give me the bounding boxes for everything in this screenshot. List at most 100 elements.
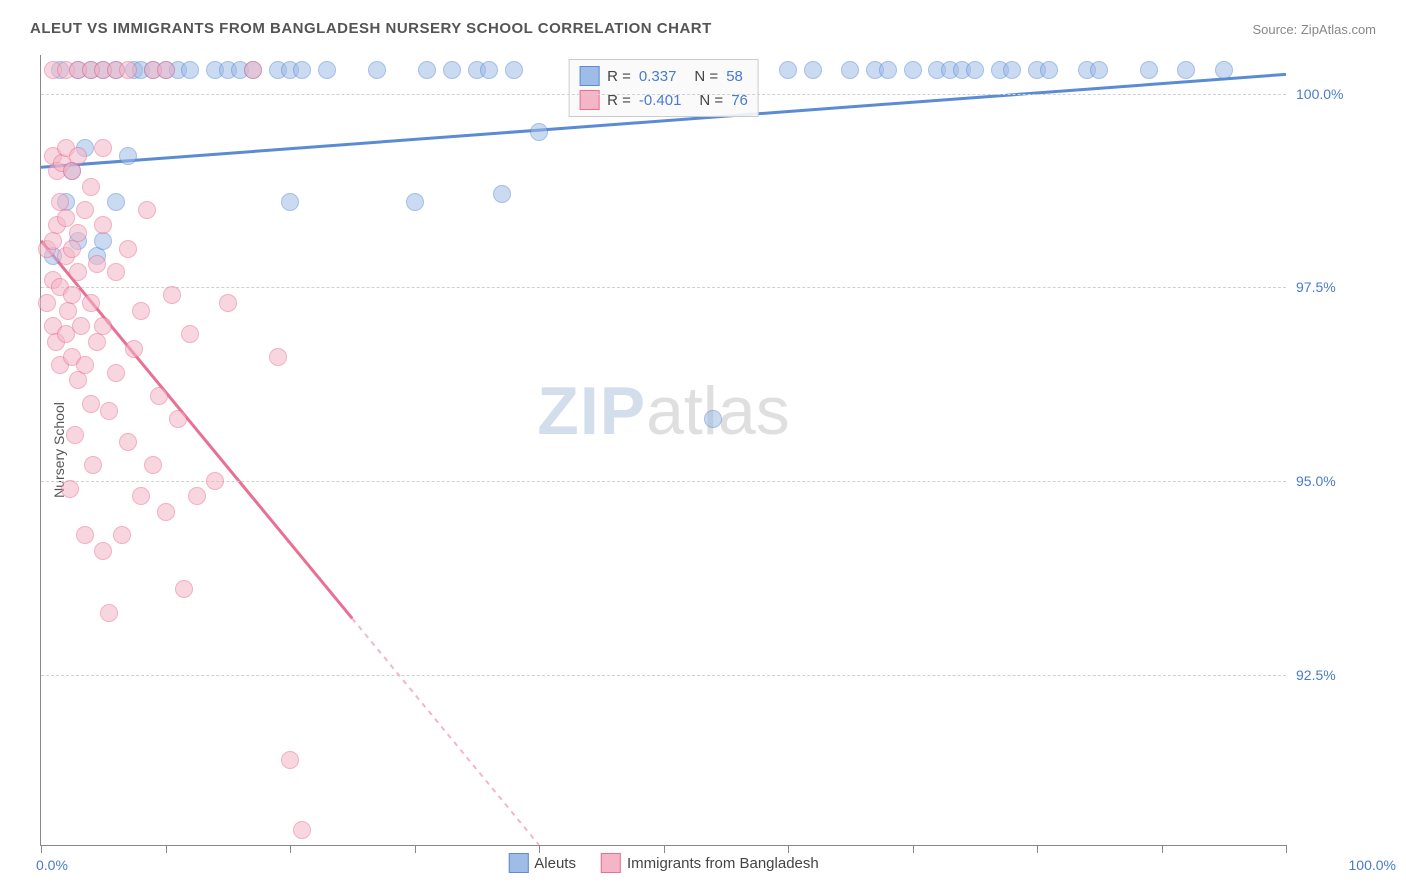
- point-aleuts: [966, 61, 984, 79]
- point-aleuts: [530, 123, 548, 141]
- legend-swatch: [601, 853, 621, 873]
- point-bangladesh: [157, 61, 175, 79]
- stats-row: R =-0.401N =76: [579, 88, 748, 112]
- point-bangladesh: [69, 224, 87, 242]
- point-bangladesh: [169, 410, 187, 428]
- point-bangladesh: [88, 333, 106, 351]
- y-tick-label: 100.0%: [1296, 86, 1386, 102]
- point-bangladesh: [132, 302, 150, 320]
- x-tick: [1162, 845, 1163, 853]
- point-aleuts: [368, 61, 386, 79]
- point-aleuts: [1140, 61, 1158, 79]
- gridline-h: [41, 481, 1286, 482]
- point-bangladesh: [94, 317, 112, 335]
- point-bangladesh: [63, 240, 81, 258]
- point-aleuts: [704, 410, 722, 428]
- point-bangladesh: [188, 487, 206, 505]
- point-bangladesh: [63, 286, 81, 304]
- point-bangladesh: [132, 487, 150, 505]
- watermark-zip: ZIP: [537, 373, 646, 449]
- point-aleuts: [318, 61, 336, 79]
- x-tick: [788, 845, 789, 853]
- point-bangladesh: [100, 402, 118, 420]
- point-bangladesh: [44, 232, 62, 250]
- point-bangladesh: [206, 472, 224, 490]
- point-bangladesh: [125, 340, 143, 358]
- point-aleuts: [1040, 61, 1058, 79]
- point-bangladesh: [94, 216, 112, 234]
- legend-label: Immigrants from Bangladesh: [627, 855, 819, 872]
- point-bangladesh: [119, 61, 137, 79]
- point-aleuts: [904, 61, 922, 79]
- point-aleuts: [779, 61, 797, 79]
- point-bangladesh: [144, 456, 162, 474]
- point-aleuts: [841, 61, 859, 79]
- trend-lines: [41, 55, 1286, 845]
- x-tick: [913, 845, 914, 853]
- point-bangladesh: [281, 751, 299, 769]
- stats-row: R =0.337N =58: [579, 64, 748, 88]
- point-aleuts: [406, 193, 424, 211]
- point-aleuts: [1090, 61, 1108, 79]
- point-aleuts: [1215, 61, 1233, 79]
- point-aleuts: [1003, 61, 1021, 79]
- point-bangladesh: [138, 201, 156, 219]
- point-bangladesh: [244, 61, 262, 79]
- point-bangladesh: [157, 503, 175, 521]
- legend-item: Aleuts: [508, 853, 576, 873]
- x-tick: [41, 845, 42, 853]
- point-aleuts: [107, 193, 125, 211]
- point-bangladesh: [63, 162, 81, 180]
- stats-swatch: [579, 66, 599, 86]
- plot-area: Nursery School ZIPatlas R =0.337N =58R =…: [40, 55, 1286, 846]
- x-tick: [539, 845, 540, 853]
- y-tick-label: 97.5%: [1296, 279, 1386, 295]
- legend-swatch: [508, 853, 528, 873]
- point-bangladesh: [69, 147, 87, 165]
- gridline-h: [41, 287, 1286, 288]
- point-bangladesh: [88, 255, 106, 273]
- point-aleuts: [119, 147, 137, 165]
- point-bangladesh: [119, 240, 137, 258]
- chart-title: ALEUT VS IMMIGRANTS FROM BANGLADESH NURS…: [30, 20, 712, 37]
- stats-n-label: N =: [694, 68, 718, 85]
- point-bangladesh: [69, 371, 87, 389]
- point-bangladesh: [76, 201, 94, 219]
- point-bangladesh: [175, 580, 193, 598]
- point-bangladesh: [82, 178, 100, 196]
- point-bangladesh: [100, 604, 118, 622]
- stats-n-value: 58: [726, 68, 743, 85]
- point-aleuts: [94, 232, 112, 250]
- point-aleuts: [879, 61, 897, 79]
- point-bangladesh: [82, 294, 100, 312]
- point-aleuts: [505, 61, 523, 79]
- watermark: ZIPatlas: [537, 372, 789, 450]
- point-bangladesh: [66, 426, 84, 444]
- stats-r-label: R =: [607, 68, 631, 85]
- point-aleuts: [804, 61, 822, 79]
- point-bangladesh: [69, 263, 87, 281]
- point-bangladesh: [119, 433, 137, 451]
- point-bangladesh: [94, 139, 112, 157]
- x-tick: [1286, 845, 1287, 853]
- point-bangladesh: [38, 294, 56, 312]
- point-bangladesh: [181, 325, 199, 343]
- x-tick: [415, 845, 416, 853]
- point-aleuts: [443, 61, 461, 79]
- point-bangladesh: [150, 387, 168, 405]
- y-tick-label: 95.0%: [1296, 473, 1386, 489]
- point-bangladesh: [59, 302, 77, 320]
- x-axis-min-label: 0.0%: [36, 857, 68, 873]
- stats-box: R =0.337N =58R =-0.401N =76: [568, 59, 759, 117]
- point-bangladesh: [57, 209, 75, 227]
- point-aleuts: [418, 61, 436, 79]
- point-aleuts: [493, 185, 511, 203]
- gridline-h: [41, 94, 1286, 95]
- point-aleuts: [480, 61, 498, 79]
- point-bangladesh: [82, 395, 100, 413]
- x-tick: [290, 845, 291, 853]
- x-axis-max-label: 100.0%: [1296, 857, 1396, 873]
- point-bangladesh: [94, 542, 112, 560]
- point-aleuts: [1177, 61, 1195, 79]
- x-tick: [664, 845, 665, 853]
